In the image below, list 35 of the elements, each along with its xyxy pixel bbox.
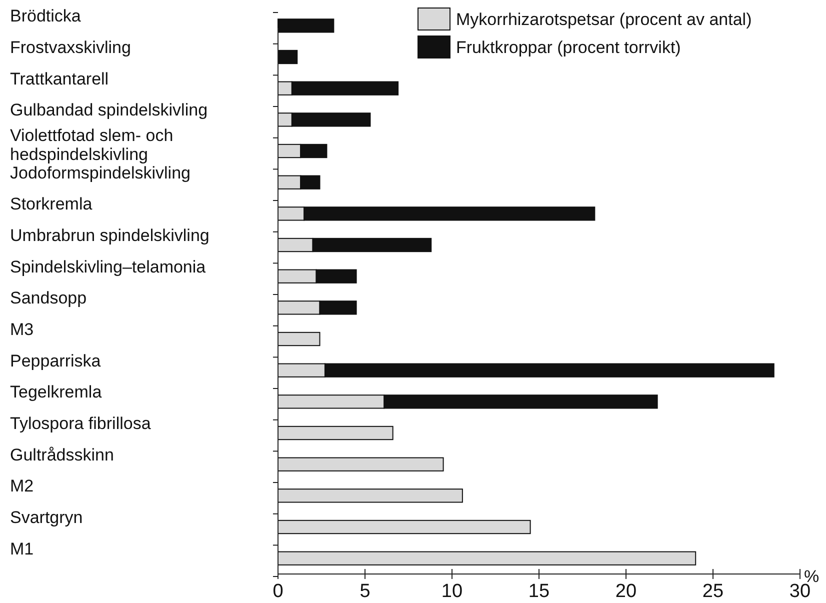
y-tick-label: M3 (10, 320, 34, 339)
bar (278, 50, 298, 64)
bar (278, 457, 444, 472)
bar (278, 426, 394, 440)
bar (278, 18, 334, 33)
y-tick-label: Gultrådsskinn (10, 445, 114, 464)
bar (278, 488, 463, 503)
y-tick-label: Umbrabrun spindelskivling (10, 226, 210, 245)
x-tick-label: 15 (528, 581, 550, 602)
x-tick-label: 5 (360, 581, 370, 602)
x-tick-label: 0 (272, 581, 284, 602)
y-tick-label: Brödticka (10, 6, 82, 26)
x-tick-label: 25 (702, 581, 724, 602)
x-tick-label: 20 (615, 581, 637, 602)
y-tick-label: Tylospora fibrillosa (10, 414, 152, 433)
bar (278, 551, 696, 566)
legend-label: Mykorrhizarotspetsar (procent av antal) (456, 10, 752, 29)
y-tick-label: Frostvaxskivling (10, 38, 131, 57)
bar (278, 332, 320, 346)
x-tick-label: 10 (441, 581, 463, 602)
y-tick-label: Tegelkremla (10, 382, 102, 402)
bar (278, 520, 531, 534)
y-tick-label: Storkremla (10, 194, 93, 214)
y-tick-label: Pepparriska (10, 351, 102, 370)
y-tick-label: Svartgryn (10, 508, 83, 527)
legend-label: Fruktkroppar (procent torrvikt) (456, 38, 681, 57)
y-tick-label: Violettfotad slem- och hedspindelskivling (10, 126, 174, 164)
y-tick-label: M2 (10, 476, 34, 496)
y-tick-label: M1 (10, 539, 34, 558)
x-tick-label: 30 (789, 581, 811, 602)
y-tick-label: Gulbandad spindelskivling (10, 100, 208, 120)
y-tick-label: Spindelskivling–telamonia (10, 257, 206, 276)
y-tick-label: Sandsopp (10, 288, 87, 308)
y-tick-label: Jodoformspindelskivling (10, 163, 190, 182)
y-tick-label: Trattkantarell (10, 69, 109, 88)
